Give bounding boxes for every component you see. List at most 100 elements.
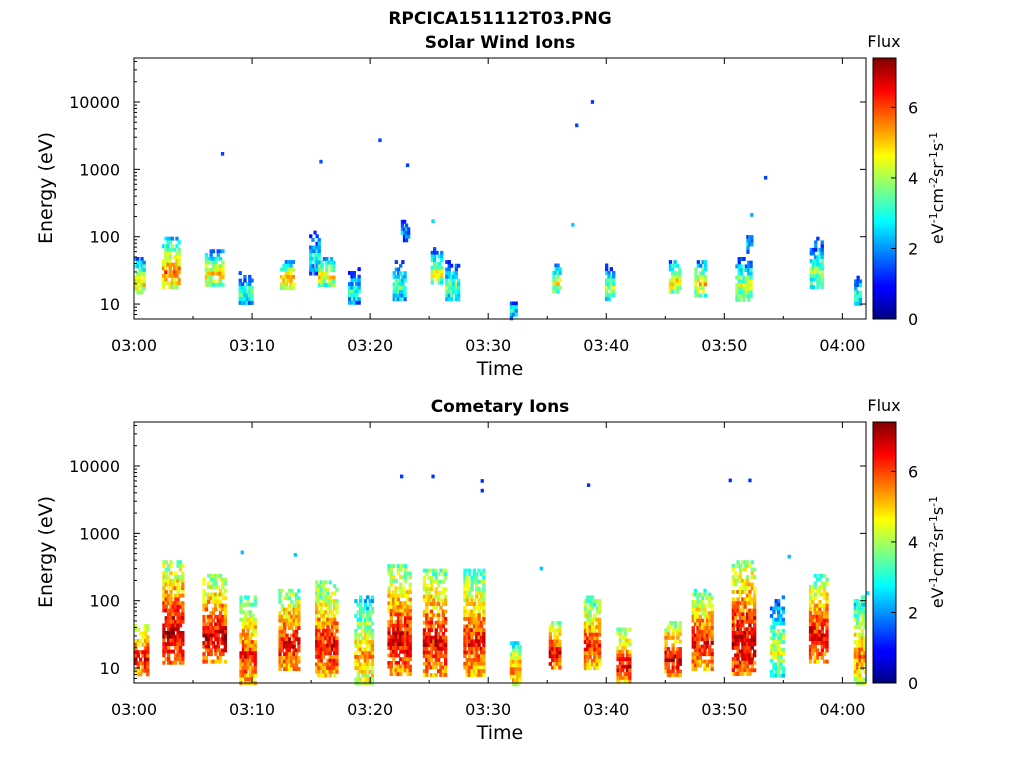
- flux-cell: [616, 679, 620, 684]
- flux-cell: [402, 231, 407, 235]
- flux-cell: [825, 644, 829, 649]
- flux-cell: [693, 603, 698, 608]
- flux-cell: [825, 633, 829, 638]
- flux-cell: [140, 260, 144, 265]
- flux-cell: [427, 632, 431, 636]
- flux-cell: [468, 609, 472, 614]
- flux-cell: [590, 628, 595, 633]
- flux-cell: [736, 578, 740, 583]
- flux-cell: [748, 657, 752, 661]
- flux-cell: [809, 266, 813, 271]
- flux-cell: [202, 641, 206, 645]
- flux-cell: [745, 616, 750, 620]
- flux-cell: [164, 274, 168, 278]
- flux-cell: [741, 608, 745, 613]
- flux-cell: [313, 260, 317, 265]
- flux-cell: [355, 282, 359, 286]
- flux-cell: [313, 271, 317, 276]
- flux-cell: [202, 659, 206, 664]
- flux-cell: [359, 599, 363, 603]
- flux-cell: [815, 633, 820, 638]
- flux-cell: [434, 568, 438, 573]
- flux-cell: [708, 644, 712, 649]
- flux-cell: [439, 650, 443, 655]
- flux-cell: [248, 301, 252, 305]
- flux-cell: [745, 560, 750, 565]
- flux-cell: [863, 621, 867, 626]
- flux-cell: [392, 608, 396, 613]
- flux-cell: [556, 267, 560, 272]
- flux-cell: [558, 271, 562, 275]
- flux-cell: [820, 270, 824, 275]
- flux-cell: [317, 662, 321, 667]
- flux-cell: [731, 563, 735, 568]
- flux-cell: [703, 633, 707, 638]
- flux-cell: [309, 264, 313, 268]
- flux-cell: [167, 645, 171, 650]
- flux-cell: [248, 658, 253, 663]
- flux-cell: [769, 647, 774, 652]
- flux-cell: [142, 283, 146, 287]
- flux-cell: [753, 608, 757, 613]
- flux-cell: [444, 669, 448, 674]
- flux-cell: [823, 596, 827, 601]
- flux-cell: [403, 601, 408, 606]
- flux-cell: [335, 655, 339, 659]
- flux-cell: [586, 617, 590, 622]
- flux-cell: [399, 271, 403, 276]
- flux-cell: [583, 602, 588, 607]
- flux-cell: [216, 644, 220, 649]
- flux-cell: [392, 638, 396, 643]
- flux-cell: [289, 263, 293, 268]
- flux-cell: [169, 638, 173, 643]
- flux-cell: [168, 281, 172, 286]
- flux-cell: [173, 266, 177, 271]
- flux-cell: [699, 275, 703, 279]
- flux-cell: [856, 599, 860, 603]
- flux-cell: [477, 639, 481, 644]
- flux-cell: [612, 278, 616, 283]
- flux-cell: [290, 633, 294, 638]
- flux-cell: [470, 576, 474, 580]
- flux-cell: [482, 632, 486, 636]
- flux-cell: [279, 275, 284, 279]
- flux-cell: [434, 613, 438, 618]
- flux-cell: [678, 639, 682, 644]
- flux-cell: [335, 602, 339, 607]
- flux-cell: [856, 606, 860, 611]
- flux-cell: [774, 599, 778, 603]
- flux-cell: [181, 593, 185, 598]
- flux-cell: [814, 266, 818, 271]
- flux-cell: [590, 651, 595, 656]
- flux-point: [750, 213, 754, 217]
- flux-cell: [482, 617, 486, 621]
- flux-cell: [403, 638, 408, 643]
- flux-cell: [813, 626, 817, 630]
- flux-cell: [465, 617, 469, 621]
- flux-cell: [734, 590, 738, 594]
- flux-cell: [134, 650, 138, 655]
- flux-cell: [736, 657, 740, 661]
- flux-cell: [204, 260, 209, 265]
- flux-cell: [354, 636, 358, 641]
- flux-cell: [708, 618, 712, 623]
- flux-cell: [315, 666, 319, 671]
- flux-cell: [813, 607, 817, 612]
- flux-cell: [748, 593, 752, 598]
- flux-cell: [394, 590, 398, 595]
- flux-cell: [434, 650, 438, 655]
- flux-cell: [753, 660, 757, 665]
- flux-cell: [408, 646, 412, 650]
- flux-cell: [698, 607, 702, 612]
- flux-cell: [554, 285, 558, 290]
- flux-cell: [696, 652, 700, 657]
- flux-cell: [396, 586, 401, 591]
- flux-cell: [863, 677, 867, 682]
- flux-cell: [211, 592, 216, 597]
- flux-cell: [142, 260, 146, 265]
- flux-cell: [181, 608, 185, 613]
- flux-cell: [823, 637, 827, 642]
- flux-cell: [289, 267, 293, 272]
- flux-cell: [628, 649, 632, 654]
- flux-cell: [329, 264, 334, 269]
